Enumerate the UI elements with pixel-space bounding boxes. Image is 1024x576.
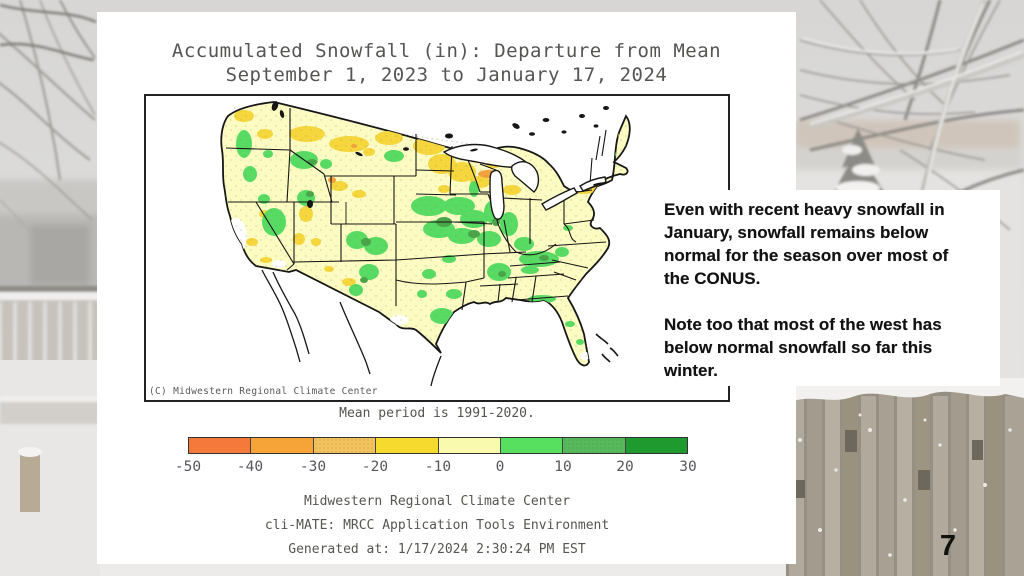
- branches-left: [0, 0, 96, 291]
- legend-tick: 10: [554, 459, 572, 475]
- map-footer-org: Midwestern Regional Climate Center: [303, 494, 571, 509]
- us-snowfall-departure-map: [144, 94, 730, 402]
- annotation-line: the CONUS.: [664, 269, 761, 288]
- legend-tick: -40: [236, 459, 264, 475]
- map-credit: (C) Midwestern Regional Climate Center: [149, 386, 378, 397]
- annotation-line: below normal snowfall so far this: [664, 338, 933, 357]
- legend-tick-labels: -50 -40 -30 -20 -10 0 10 20 30: [175, 459, 697, 477]
- legend-tick: 20: [616, 459, 634, 475]
- background-shed: [0, 180, 105, 300]
- fence-right: [786, 376, 1024, 576]
- legend-colorbar: [188, 437, 688, 454]
- legend-tick: -20: [361, 459, 389, 475]
- legend-bin--40--30: [251, 438, 314, 453]
- map-footer-generated: Generated at: 1/17/2024 2:30:24 PM EST: [288, 542, 586, 557]
- map-marks: [271, 101, 609, 208]
- legend-bin--10-0: [438, 438, 501, 453]
- legend-bin--50--40: [189, 438, 252, 453]
- annotation-line: winter.: [664, 361, 718, 380]
- state-borders: [225, 108, 607, 311]
- map-footer-app: cli-MATE: MRCC Application Tools Environ…: [264, 518, 610, 533]
- annotation-line: normal for the season over most of: [664, 246, 949, 265]
- annotation-line: Even with recent heavy snowfall in: [664, 200, 945, 219]
- legend-tick: 30: [679, 459, 697, 475]
- fence-left: [0, 286, 100, 370]
- snow-ground-left: [0, 360, 100, 576]
- legend-tick: 0: [495, 459, 505, 475]
- legend-bin--30--20: [313, 438, 377, 453]
- bahamas-marks: [595, 333, 619, 363]
- annotation-paragraph-gap: [664, 290, 1000, 313]
- branches-top-left: [0, 0, 97, 62]
- legend-bin-10-20: [563, 438, 626, 453]
- mexico-outline: [261, 269, 442, 387]
- annotation-line: January, snowfall remains below: [664, 223, 929, 242]
- annotation-line: Note too that most of the west has: [664, 315, 942, 334]
- great-lakes: [442, 143, 607, 220]
- map-panel: Accumulated Snowfall (in): Departure fro…: [97, 12, 796, 564]
- branches-right: [799, 0, 1024, 231]
- annotation-box: Even with recent heavy snowfall in Janua…: [655, 190, 1000, 386]
- mean-period-note: Mean period is 1991-2020.: [339, 406, 535, 421]
- legend-bin-0-10: [500, 438, 564, 453]
- map-title-line1: Accumulated Snowfall (in): Departure fro…: [171, 40, 722, 62]
- legend-bin--20--10: [376, 438, 439, 453]
- legend-tick: -30: [299, 459, 327, 475]
- legend-bin-20-30: [625, 438, 687, 453]
- page-number: 7: [939, 530, 957, 562]
- map-title-line2: September 1, 2023 to January 17, 2024: [225, 64, 668, 86]
- legend-tick: -50: [174, 459, 202, 475]
- legend-tick: -10: [424, 459, 452, 475]
- fence-row-back-left: [0, 396, 100, 424]
- wood-post: [20, 452, 40, 512]
